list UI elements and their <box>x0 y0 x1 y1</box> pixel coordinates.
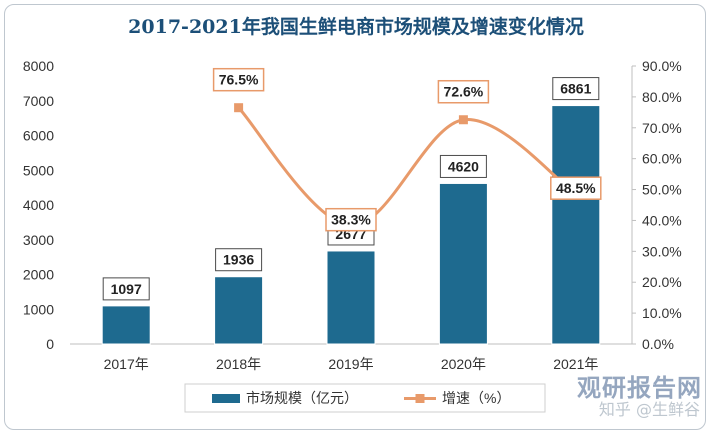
y-left-tick-label: 6000 <box>23 128 54 144</box>
bar-label-box <box>439 154 487 178</box>
bar-data-label: 1936 <box>223 252 254 268</box>
growth-marker <box>234 103 244 113</box>
legend-swatch-marker <box>415 394 425 403</box>
y-left-tick-label: 7000 <box>23 93 54 109</box>
growth-data-label: 48.5% <box>556 180 596 196</box>
growth-line <box>237 106 577 228</box>
x-tick-label: 2019年 <box>328 356 373 372</box>
bar <box>326 250 376 345</box>
x-tick-label: 2020年 <box>441 356 486 372</box>
legend-label-bar: 市场规模（亿元） <box>246 390 358 406</box>
y-left-tick-label: 0 <box>46 336 54 352</box>
y-left-tick-label: 3000 <box>23 232 54 248</box>
legend-swatch-bar <box>212 394 240 403</box>
y-right-tick-label: 50.0% <box>642 182 682 198</box>
y-left-tick-label: 1000 <box>23 301 54 317</box>
y-right-tick-label: 40.0% <box>642 212 682 228</box>
growth-label-box <box>550 176 602 200</box>
y-right-tick-label: 30.0% <box>642 243 682 259</box>
bar <box>438 182 488 345</box>
bar-data-label: 6861 <box>560 81 591 97</box>
y-right-tick-label: 90.0% <box>642 58 682 74</box>
bar-label-box <box>215 248 263 272</box>
bar <box>551 105 601 345</box>
bar <box>101 305 151 345</box>
growth-label-box <box>437 79 490 104</box>
watermark-author: 知乎 @生鲜谷 <box>598 400 700 419</box>
legend-label-line: 增速（%） <box>442 390 510 406</box>
bar <box>214 276 264 345</box>
growth-data-label: 72.6% <box>444 84 484 100</box>
y-right-tick-label: 60.0% <box>642 151 682 167</box>
y-right-tick-label: 70.0% <box>642 120 682 136</box>
y-right-tick-label: 20.0% <box>642 274 682 290</box>
growth-marker <box>458 115 468 125</box>
bar-data-label: 4620 <box>448 158 479 174</box>
y-right-tick-label: 80.0% <box>642 89 682 105</box>
bar-data-label: 1097 <box>111 281 142 297</box>
bar-label-box <box>102 277 150 301</box>
y-left-tick-label: 5000 <box>23 162 54 178</box>
growth-label-box <box>325 207 377 232</box>
growth-data-label: 38.3% <box>331 212 371 228</box>
chart-title: 2017-2021年我国生鲜电商市场规模及增速变化情况 <box>128 16 584 38</box>
legend-box <box>184 383 546 413</box>
growth-data-label: 76.5% <box>219 72 259 88</box>
growth-label-box <box>212 67 265 92</box>
y-right-tick-label: 10.0% <box>642 305 682 321</box>
x-tick-label: 2017年 <box>104 356 149 372</box>
x-tick-label: 2018年 <box>216 356 261 372</box>
watermark-logo: 观研报告网 <box>577 374 702 402</box>
y-left-tick-label: 4000 <box>23 197 54 213</box>
x-tick-label: 2021年 <box>553 356 598 372</box>
y-right-tick-label: 0.0% <box>642 336 674 352</box>
y-left-tick-label: 8000 <box>23 58 54 74</box>
bar-label-box <box>552 77 600 101</box>
y-left-tick-label: 2000 <box>23 267 54 283</box>
